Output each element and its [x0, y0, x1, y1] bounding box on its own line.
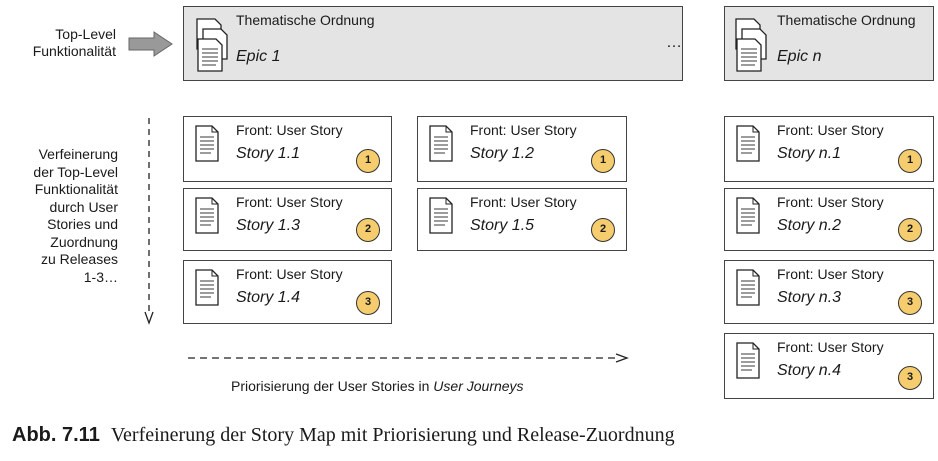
story-title: Front: User Story	[470, 122, 577, 138]
document-icon	[735, 342, 761, 385]
story-name: Story n.1	[777, 145, 842, 162]
epic-card-1[interactable]: Thematische Ordnung Epic 1	[183, 6, 683, 81]
story-name: Story n.4	[777, 362, 842, 379]
release-badge: 2	[591, 218, 615, 242]
release-badge: 1	[356, 149, 380, 173]
story-title: Front: User Story	[470, 194, 577, 210]
story-name: Story 1.5	[470, 217, 535, 234]
epic-name: Epic 1	[236, 48, 281, 65]
ellipsis: …	[666, 34, 682, 51]
document-stack-icon	[733, 17, 773, 80]
story-name: Story 1.3	[236, 217, 301, 234]
refinement-line-3: Funktionalität	[34, 181, 118, 197]
release-badge: 2	[898, 218, 922, 242]
story-card-1-1[interactable]: Front: User Story Story 1.1 1	[183, 116, 392, 182]
document-icon	[428, 197, 454, 240]
figure-caption: Abb. 7.11 Verfeinerung der Story Map mit…	[12, 424, 675, 447]
document-icon	[194, 197, 220, 240]
prioritization-label: Priorisierung der User Stories in User J…	[231, 378, 524, 394]
story-card-n-3[interactable]: Front: User Story Story n.3 3	[724, 260, 934, 324]
top-level-arrow	[128, 31, 173, 57]
story-card-1-3[interactable]: Front: User Story Story 1.3 2	[183, 188, 392, 251]
story-name: Story 1.4	[236, 289, 301, 306]
document-icon	[194, 269, 220, 312]
release-badge: 1	[898, 149, 922, 173]
release-badge: 3	[356, 291, 380, 315]
document-stack-icon	[194, 17, 234, 80]
story-name: Story n.2	[777, 217, 842, 234]
epic-name: Epic n	[777, 48, 822, 65]
story-title: Front: User Story	[777, 339, 884, 355]
story-name: Story n.3	[777, 289, 842, 306]
caption-text: Verfeinerung der Story Map mit Priorisie…	[110, 424, 675, 446]
refinement-line-8: 1-3…	[83, 268, 118, 285]
story-name: Story 1.2	[470, 145, 535, 162]
story-name: Story 1.1	[236, 145, 301, 162]
document-icon	[428, 125, 454, 168]
refinement-line-2: der Top-Level	[33, 163, 118, 180]
refinement-line-1: Verfeinerung	[38, 146, 118, 162]
refinement-line-4: durch User	[49, 198, 118, 215]
story-title: Front: User Story	[777, 122, 884, 138]
document-icon	[194, 125, 220, 168]
document-icon	[735, 269, 761, 312]
story-title: Front: User Story	[777, 194, 884, 210]
prioritization-text: Priorisierung der User Stories in	[231, 378, 434, 394]
refinement-line-7: zu Releases	[40, 251, 118, 267]
story-card-n-4[interactable]: Front: User Story Story n.4 3	[724, 333, 934, 399]
epic-title: Thematische Ordnung	[236, 12, 375, 28]
refinement-line-6: Zuordnung	[50, 233, 118, 250]
story-title: Front: User Story	[777, 266, 884, 282]
release-badge: 2	[356, 218, 380, 242]
top-level-line-1: Top-Level	[55, 26, 116, 42]
story-card-1-5[interactable]: Front: User Story Story 1.5 2	[417, 188, 627, 251]
story-card-1-4[interactable]: Front: User Story Story 1.4 3	[183, 260, 392, 324]
epic-card-n[interactable]: Thematische Ordnung Epic n	[724, 6, 934, 81]
release-badge: 1	[591, 149, 615, 173]
caption-label: Abb. 7.11	[12, 424, 100, 446]
story-card-n-1[interactable]: Front: User Story Story n.1 1	[724, 116, 934, 182]
release-badge: 3	[898, 366, 922, 390]
refinement-line-5: Stories und	[47, 216, 118, 232]
horizontal-dashed-arrow	[188, 353, 629, 363]
story-title: Front: User Story	[236, 266, 343, 282]
refinement-label: Verfeinerung der Top-Level Funktionalitä…	[6, 146, 118, 286]
document-icon	[735, 125, 761, 168]
prioritization-emphasis: User Journeys	[433, 378, 524, 394]
story-card-n-2[interactable]: Front: User Story Story n.2 2	[724, 188, 934, 251]
document-icon	[735, 197, 761, 240]
release-badge: 3	[898, 291, 922, 315]
story-title: Front: User Story	[236, 122, 343, 138]
story-title: Front: User Story	[236, 194, 343, 210]
top-level-label: Top-Level Funktionalität	[8, 26, 116, 60]
vertical-dashed-arrow	[144, 118, 154, 325]
story-card-1-2[interactable]: Front: User Story Story 1.2 1	[417, 116, 627, 182]
epic-title: Thematische Ordnung	[777, 12, 916, 28]
top-level-line-2: Funktionalität	[32, 43, 116, 59]
